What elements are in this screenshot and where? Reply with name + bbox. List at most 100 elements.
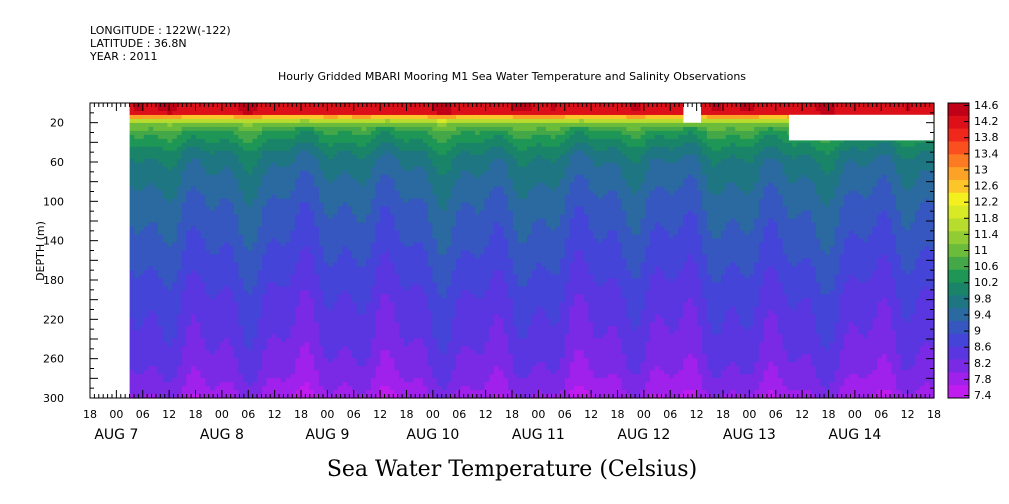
field-cell: [408, 294, 415, 299]
field-cell: [219, 210, 225, 216]
field-cell: [191, 126, 197, 132]
field-cell: [323, 270, 329, 276]
field-cell: [139, 194, 145, 200]
field-cell: [304, 318, 310, 323]
field-cell: [280, 178, 287, 184]
field-cell: [404, 354, 410, 359]
field-cell: [195, 138, 202, 144]
field-cell: [247, 150, 254, 156]
field-cell: [233, 230, 239, 236]
field-cell: [385, 150, 391, 156]
field-cell: [370, 246, 377, 252]
field-cell: [299, 226, 306, 232]
field-cell: [309, 270, 315, 276]
field-cell: [276, 370, 282, 375]
field-cell: [271, 326, 277, 331]
field-cell: [299, 350, 306, 355]
field-cell: [214, 342, 221, 347]
field-cell: [347, 142, 353, 148]
field-cell: [295, 346, 301, 351]
field-cell: [233, 226, 239, 232]
field-cell: [191, 334, 197, 339]
field-cell: [228, 318, 235, 323]
field-cell: [418, 198, 424, 204]
field-cell: [366, 182, 372, 188]
field-cell: [389, 158, 396, 164]
field-cell: [441, 358, 448, 363]
field-cell: [337, 166, 344, 172]
field-cell: [366, 134, 372, 140]
field-cell: [262, 222, 268, 228]
field-cell: [446, 190, 452, 196]
field-cell: [139, 286, 145, 291]
field-cell: [342, 162, 348, 168]
field-cell: [214, 350, 221, 355]
field-cell: [243, 190, 249, 196]
field-cell: [418, 290, 424, 295]
field-cell: [238, 174, 244, 180]
field-cell: [252, 126, 258, 132]
field-cell: [157, 194, 164, 200]
field-cell: [276, 186, 282, 192]
field-cell: [333, 254, 339, 260]
field-cell: [238, 386, 244, 391]
field-cell: [148, 194, 154, 200]
field-cell: [247, 138, 254, 144]
field-cell: [247, 130, 254, 136]
field-cell: [351, 370, 358, 375]
field-cell: [219, 342, 225, 347]
field-cell: [314, 390, 320, 395]
field-cell: [176, 346, 183, 351]
field-cell: [228, 286, 235, 291]
field-cell: [186, 126, 192, 132]
field-cell: [129, 103, 135, 108]
field-cell: [134, 174, 140, 180]
field-cell: [314, 150, 320, 156]
field-cell: [399, 178, 405, 184]
field-cell: [252, 122, 258, 128]
field-cell: [195, 110, 202, 116]
field-cell: [418, 350, 424, 355]
field-cell: [422, 374, 429, 379]
field-cell: [318, 122, 325, 128]
field-cell: [186, 370, 192, 375]
field-cell: [413, 166, 419, 172]
field-cell: [356, 246, 363, 252]
field-cell: [247, 103, 254, 108]
field-cell: [195, 338, 202, 343]
field-cell: [238, 166, 244, 172]
field-cell: [304, 158, 310, 164]
field-cell: [148, 206, 154, 212]
field-cell: [134, 286, 140, 291]
field-cell: [191, 210, 197, 216]
field-cell: [299, 210, 306, 216]
field-cell: [314, 242, 320, 248]
field-cell: [389, 103, 396, 108]
field-cell: [328, 182, 334, 188]
field-cell: [342, 270, 348, 276]
field-cell: [347, 242, 353, 248]
field-cell: [314, 286, 320, 291]
field-cell: [394, 242, 400, 248]
field-cell: [394, 330, 400, 335]
field-cell: [266, 294, 273, 299]
field-cell: [351, 258, 358, 264]
field-cell: [262, 118, 268, 124]
field-cell: [370, 386, 377, 391]
field-cell: [323, 190, 329, 196]
field-cell: [299, 346, 306, 351]
field-cell: [342, 118, 348, 124]
field-cell: [191, 150, 197, 156]
field-cell: [205, 350, 211, 355]
field-cell: [413, 118, 419, 124]
field-cell: [205, 342, 211, 347]
field-cell: [243, 386, 249, 391]
field-cell: [413, 326, 419, 331]
field-cell: [375, 170, 381, 176]
field-cell: [195, 154, 202, 160]
field-cell: [389, 270, 396, 276]
field-cell: [413, 282, 419, 287]
field-cell: [257, 282, 263, 287]
field-cell: [247, 374, 254, 379]
field-cell: [290, 206, 296, 212]
